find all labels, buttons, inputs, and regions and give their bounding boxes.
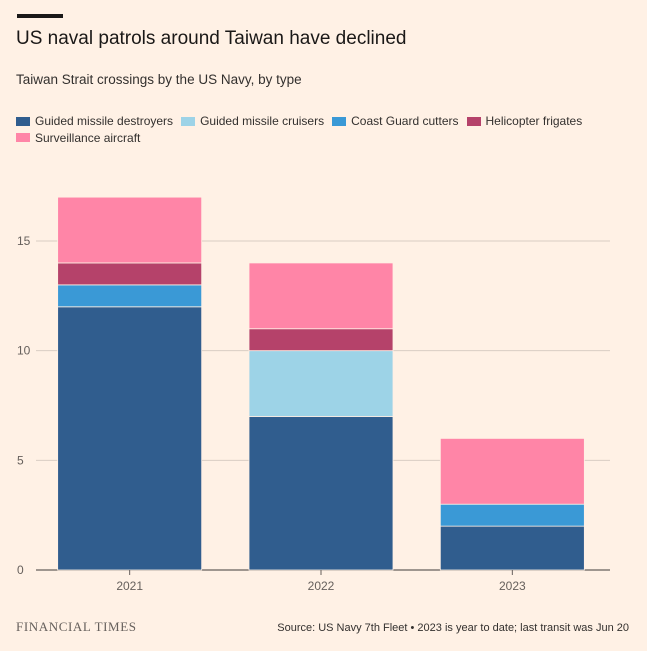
- chart-title: US naval patrols around Taiwan have decl…: [16, 28, 407, 49]
- bar-segment: [439, 437, 585, 505]
- legend-swatch: [466, 116, 481, 126]
- bar-segment: [57, 306, 203, 571]
- legend-item: Surveillance aircraft: [16, 130, 140, 146]
- ft-logo: FINANCIAL TIMES: [16, 619, 137, 634]
- chart-subtitle: Taiwan Strait crossings by the US Navy, …: [16, 72, 302, 87]
- legend-swatch: [181, 116, 196, 126]
- y-tick-label: 0: [17, 563, 24, 577]
- legend-label: Guided missile destroyers: [35, 114, 174, 128]
- legend-item: Guided missile destroyers: [16, 113, 173, 129]
- chart-legend: Guided missile destroyers Guided missile …: [16, 113, 636, 146]
- bar-segment: [57, 284, 203, 308]
- x-tick-label: 2022: [308, 579, 335, 593]
- legend-label: Guided missile cruisers: [200, 114, 325, 128]
- y-tick-label: 5: [17, 453, 24, 467]
- legend-item: Coast Guard cutters: [332, 113, 459, 129]
- legend-item: Guided missile cruisers: [181, 113, 324, 129]
- legend-label: Coast Guard cutters: [351, 114, 459, 128]
- legend-swatch: [16, 116, 30, 126]
- legend-swatch: [16, 133, 30, 142]
- legend-label: Helicopter frigates: [485, 114, 583, 128]
- top-accent-bar: [17, 14, 63, 18]
- source-note: Source: US Navy 7th Fleet • 2023 is year…: [277, 622, 629, 634]
- legend-item: Helicopter frigates: [466, 113, 583, 129]
- x-tick-label: 2023: [499, 579, 526, 593]
- legend-label: Surveillance aircraft: [35, 130, 141, 145]
- y-tick-label: 15: [17, 234, 31, 248]
- bar-segment: [439, 503, 585, 527]
- bar-segment: [248, 350, 394, 417]
- legend-swatch: [332, 116, 347, 126]
- bar-segment: [57, 262, 203, 286]
- x-tick-label: 2021: [116, 579, 143, 593]
- bar-segment: [248, 416, 394, 571]
- bar-segment: [248, 262, 394, 330]
- bar-segment: [248, 328, 394, 352]
- bar-segment: [57, 196, 203, 264]
- y-tick-label: 10: [17, 344, 31, 358]
- bar-segment: [439, 525, 585, 571]
